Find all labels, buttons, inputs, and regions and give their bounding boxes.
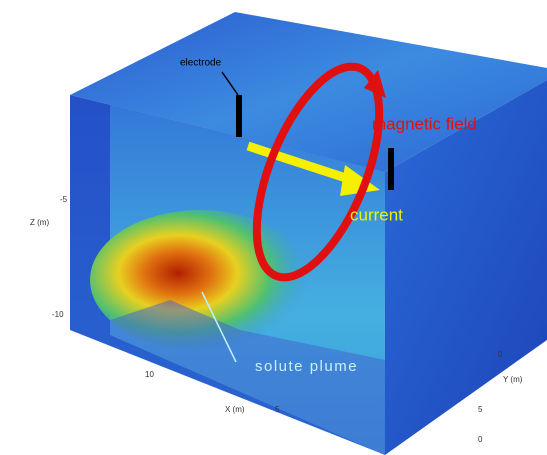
x-label: X (m) bbox=[225, 405, 245, 414]
y-tick: 0 bbox=[498, 350, 503, 359]
x-tick: 0 bbox=[478, 435, 483, 444]
electrode-bar bbox=[236, 95, 242, 137]
x-tick: 10 bbox=[145, 370, 154, 379]
x-tick: 5 bbox=[275, 405, 280, 414]
electrode-bar bbox=[388, 148, 394, 190]
y-tick: 5 bbox=[478, 405, 483, 414]
electrode-label: electrode bbox=[180, 58, 222, 69]
z-label: Z (m) bbox=[30, 218, 49, 227]
plume-label: solute plume bbox=[255, 358, 358, 375]
z-tick: -10 bbox=[52, 310, 64, 319]
y-label: Y (m) bbox=[503, 375, 523, 384]
diagram: Z (m) -5 -10 10 X (m) 5 0 0 Y (m) 5 elec… bbox=[0, 0, 547, 455]
field-label: magnetic field bbox=[372, 114, 477, 133]
current-label: current bbox=[350, 205, 403, 224]
z-tick: -5 bbox=[60, 195, 68, 204]
block bbox=[70, 12, 547, 455]
